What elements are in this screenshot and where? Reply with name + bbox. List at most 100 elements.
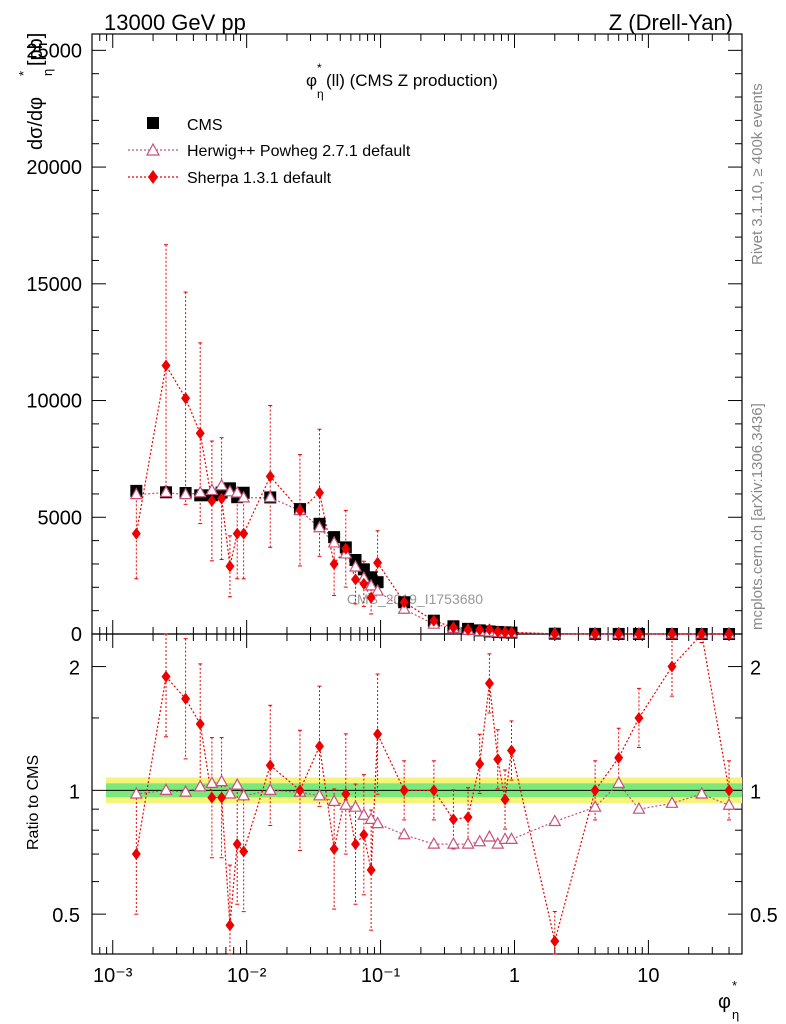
herwig-point <box>237 490 251 503</box>
ylabel-unit: [pb] <box>25 33 47 66</box>
herwig-point <box>193 485 207 498</box>
ratio-xtick-label: 10⁻² <box>227 965 267 987</box>
ratio-sherpa-point <box>359 828 369 841</box>
ratio-sherpa-point <box>225 919 235 932</box>
ratio-sherpa-point <box>239 845 249 858</box>
ratio-herwig-point <box>237 788 251 801</box>
sherpa-point <box>590 627 600 640</box>
sherpa-point <box>207 494 217 507</box>
sherpa-point <box>475 623 485 636</box>
header-energy: 13000 GeV pp <box>104 10 246 35</box>
ratio-herwig-point <box>179 784 193 797</box>
sherpa-point <box>131 527 141 540</box>
ratio-sherpa-point <box>351 838 361 851</box>
sherpa-point <box>161 359 171 372</box>
ratio-ylabel: Ratio to CMS <box>25 755 42 850</box>
main-plot-series <box>129 244 736 640</box>
sherpa-point <box>667 627 677 640</box>
legend: CMS Herwig++ Powheg 2.7.1 default Sherpa… <box>128 117 411 187</box>
ratio-sherpa-point <box>634 711 644 724</box>
ylabel-dsigma: dσ/dφ <box>25 97 47 150</box>
main-axis-ticks: 0 5000 10000 15000 20000 25000 <box>26 34 743 646</box>
sherpa-point <box>181 392 191 405</box>
ratio-herwig-point <box>665 796 679 808</box>
main-ytick-label: 15000 <box>26 274 82 296</box>
mcplots-label: mcplots.cern.ch [arXiv:1306.3436] <box>749 403 766 630</box>
ratio-herwig-point <box>313 788 327 801</box>
main-ytick-label: 5000 <box>38 507 83 529</box>
ylabel-star: * <box>16 71 31 76</box>
ratio-xtick-label: 10⁻¹ <box>361 965 401 987</box>
ratio-herwig-point <box>588 799 602 812</box>
ratio-herwig-point <box>695 786 709 799</box>
title-phi: φ <box>306 71 317 90</box>
ratio-sherpa-point <box>667 660 677 673</box>
ratio-sherpa-point <box>366 864 376 877</box>
herwig-point <box>179 487 193 500</box>
ratio-sherpa-point <box>341 787 351 800</box>
ratio-herwig-point <box>349 799 363 812</box>
ratio-herwig-point <box>482 829 496 842</box>
ratio-sherpa-point <box>161 670 171 683</box>
herwig-point <box>215 478 229 491</box>
rivet-label: Rivet 3.1.10, ≥ 400k events <box>749 83 766 265</box>
sherpa-point <box>399 596 409 609</box>
sherpa-point <box>429 614 439 627</box>
sherpa-point <box>493 625 503 638</box>
ratio-herwig-point <box>612 776 626 788</box>
ratio-xtick-label: 10⁻³ <box>93 965 133 987</box>
herwig-point <box>371 583 385 596</box>
sherpa-point <box>217 492 227 505</box>
ratio-sherpa-point <box>550 935 560 948</box>
ratio-sherpa-point <box>207 791 217 804</box>
ratio-sherpa-point <box>590 784 600 797</box>
legend-sherpa-label: Sherpa 1.3.1 default <box>187 170 332 187</box>
ratio-herwig-point <box>223 786 237 799</box>
herwig-line <box>136 485 730 635</box>
sherpa-point <box>724 627 734 640</box>
ratio-sherpa-point <box>507 744 517 757</box>
ratio-herwig-point <box>205 776 219 788</box>
legend-sherpa-marker <box>148 170 158 184</box>
sherpa-point <box>484 623 494 636</box>
herwig-point <box>129 487 143 500</box>
sherpa-point <box>359 577 369 590</box>
ratio-herwig-point <box>193 779 207 792</box>
ratio-ytick-label: 2 <box>69 658 80 680</box>
ratio-herwig-point <box>263 783 277 795</box>
title-rest: (ll) (CMS Z production) <box>326 71 498 90</box>
ratio-sherpa-point <box>463 811 473 824</box>
ratio-xtick-label: 10 <box>637 965 659 987</box>
ratio-ytick-label-right: 1 <box>750 781 761 803</box>
sherpa-point <box>500 626 510 639</box>
main-ytick-label: 25000 <box>26 40 82 62</box>
ratio-sherpa-point <box>131 848 141 861</box>
legend-herwig-marker <box>145 142 161 156</box>
herwig-point <box>230 485 244 498</box>
herwig-point <box>349 559 363 572</box>
herwig-point <box>205 483 219 496</box>
ratio-herwig-point <box>446 836 460 849</box>
ratio-sherpa-point <box>265 759 275 772</box>
ratio-herwig-point <box>357 807 371 820</box>
ratio-herwig-point <box>473 834 487 847</box>
ratio-herwig-point <box>230 777 244 790</box>
ratio-sherpa-point <box>429 784 439 797</box>
ratio-sherpa-point <box>500 793 510 806</box>
ratio-axis-ticks: 10⁻³ 10⁻² 10⁻¹ 1 10 0.5 0.5 1 1 2 2 <box>52 634 778 987</box>
ratio-ytick-label: 0.5 <box>52 905 80 927</box>
ratio-herwig-point <box>722 798 736 810</box>
ratio-sherpa-point <box>217 791 227 804</box>
ratio-sherpa-point <box>484 677 494 690</box>
ratio-sherpa-point <box>399 784 409 797</box>
ratio-sherpa-point <box>195 717 205 730</box>
xlabel-eta: η <box>732 1007 739 1022</box>
sherpa-point <box>341 542 351 555</box>
herwig-point <box>313 520 327 533</box>
main-plot-title: φ * η (ll) (CMS Z production) <box>306 61 498 101</box>
ratio-sherpa-point <box>295 784 305 797</box>
ratio-herwig-point <box>327 794 341 807</box>
xlabel-phi: φ <box>718 991 731 1013</box>
ratio-sherpa-point <box>493 753 503 766</box>
herwig-point <box>223 484 237 497</box>
